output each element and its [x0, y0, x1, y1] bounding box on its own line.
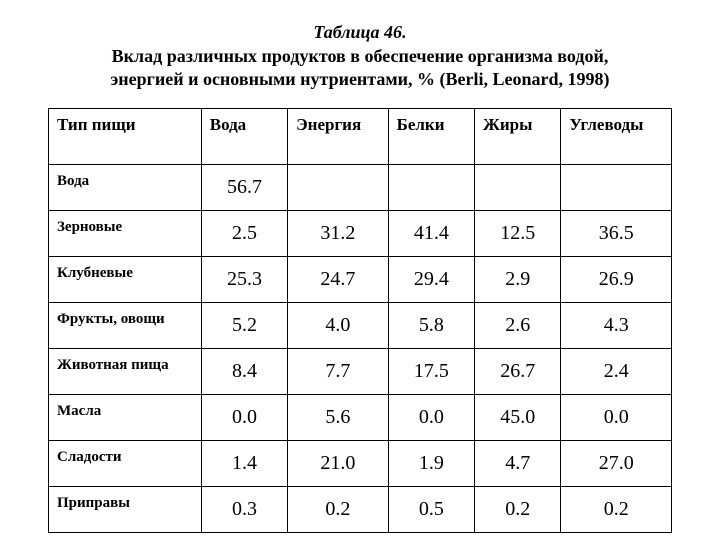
cell-value: 27.0: [561, 441, 672, 487]
cell-value: 4.3: [561, 303, 672, 349]
cell-value: 17.5: [388, 349, 474, 395]
table-row: Приправы 0.3 0.2 0.5 0.2 0.2: [49, 487, 672, 533]
row-label: Приправы: [49, 487, 202, 533]
data-table: Тип пищи Вода Энергия Белки Жиры Углевод…: [48, 108, 672, 533]
cell-value: 31.2: [288, 211, 388, 257]
cell-value: 26.9: [561, 257, 672, 303]
cell-value: 4.0: [288, 303, 388, 349]
table-row: Масла 0.0 5.6 0.0 45.0 0.0: [49, 395, 672, 441]
cell-value: 2.9: [475, 257, 561, 303]
cell-value: 5.2: [201, 303, 287, 349]
cell-value: 1.4: [201, 441, 287, 487]
cell-value: 25.3: [201, 257, 287, 303]
cell-value: 2.5: [201, 211, 287, 257]
cell-value: 4.7: [475, 441, 561, 487]
cell-value: 2.6: [475, 303, 561, 349]
cell-value: 0.5: [388, 487, 474, 533]
row-label: Масла: [49, 395, 202, 441]
cell-value: 0.2: [475, 487, 561, 533]
cell-value: [561, 165, 672, 211]
cell-value: 29.4: [388, 257, 474, 303]
table-label: Таблица 46.: [48, 22, 672, 43]
table-row: Фрукты, овощи 5.2 4.0 5.8 2.6 4.3: [49, 303, 672, 349]
cell-value: 12.5: [475, 211, 561, 257]
cell-value: 21.0: [288, 441, 388, 487]
table-row: Клубневые 25.3 24.7 29.4 2.9 26.9: [49, 257, 672, 303]
table-row: Сладости 1.4 21.0 1.9 4.7 27.0: [49, 441, 672, 487]
cell-value: 56.7: [201, 165, 287, 211]
col-header-carb: Углеводы: [561, 109, 672, 165]
col-header-fat: Жиры: [475, 109, 561, 165]
cell-value: 0.3: [201, 487, 287, 533]
table-row: Вода 56.7: [49, 165, 672, 211]
title-block: Таблица 46. Вклад различных продуктов в …: [48, 22, 672, 90]
col-header-type: Тип пищи: [49, 109, 202, 165]
cell-value: [288, 165, 388, 211]
cell-value: 0.0: [388, 395, 474, 441]
cell-value: 0.2: [288, 487, 388, 533]
title-line-2: энергией и основными нутриентами, % (Ber…: [48, 68, 672, 91]
row-label: Зерновые: [49, 211, 202, 257]
cell-value: 2.4: [561, 349, 672, 395]
cell-value: 5.8: [388, 303, 474, 349]
cell-value: 1.9: [388, 441, 474, 487]
cell-value: [475, 165, 561, 211]
row-label: Вода: [49, 165, 202, 211]
cell-value: 8.4: [201, 349, 287, 395]
table-row: Животная пища 8.4 7.7 17.5 26.7 2.4: [49, 349, 672, 395]
table-body: Вода 56.7 Зерновые 2.5 31.2 41.4 12.5 36…: [49, 165, 672, 533]
cell-value: 7.7: [288, 349, 388, 395]
table-label-text: Таблица 46: [313, 22, 402, 42]
row-label: Животная пища: [49, 349, 202, 395]
col-header-energy: Энергия: [288, 109, 388, 165]
cell-value: 26.7: [475, 349, 561, 395]
title-line-1: Вклад различных продуктов в обеспечение …: [48, 45, 672, 68]
cell-value: 0.0: [561, 395, 672, 441]
row-label: Клубневые: [49, 257, 202, 303]
cell-value: 5.6: [288, 395, 388, 441]
cell-value: 0.2: [561, 487, 672, 533]
table-header-row: Тип пищи Вода Энергия Белки Жиры Углевод…: [49, 109, 672, 165]
row-label: Сладости: [49, 441, 202, 487]
cell-value: 41.4: [388, 211, 474, 257]
row-label: Фрукты, овощи: [49, 303, 202, 349]
cell-value: 45.0: [475, 395, 561, 441]
cell-value: 0.0: [201, 395, 287, 441]
cell-value: [388, 165, 474, 211]
table-row: Зерновые 2.5 31.2 41.4 12.5 36.5: [49, 211, 672, 257]
col-header-protein: Белки: [388, 109, 474, 165]
cell-value: 24.7: [288, 257, 388, 303]
cell-value: 36.5: [561, 211, 672, 257]
col-header-water: Вода: [201, 109, 287, 165]
table-label-dot: .: [402, 22, 407, 42]
